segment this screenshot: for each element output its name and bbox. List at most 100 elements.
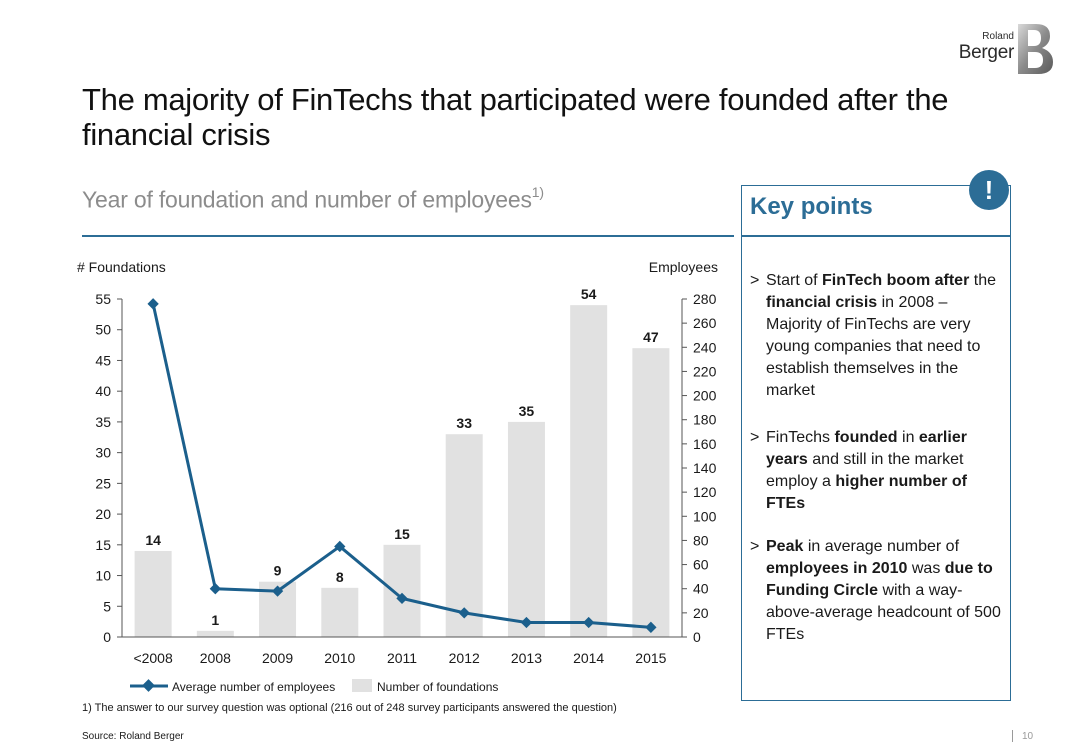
bar-value-label: 33 [456,415,472,431]
legend-employees-label: Average number of employees [172,680,335,694]
bar-value-label: 8 [336,569,344,585]
right-axis-tick-label: 160 [693,436,717,452]
x-tick-label: 2015 [635,650,666,666]
source-note: Source: Roland Berger [82,731,184,742]
left-axis: 0 5 10 15 20 25 30 35 40 45 50 55 [95,291,123,645]
right-axis-tick-label: 180 [693,412,717,428]
right-axis-tick-label: 220 [693,363,717,379]
bar [445,434,483,637]
footnote: 1) The answer to our survey question was… [82,702,617,714]
left-axis-tick-label: 5 [103,598,111,614]
right-axis-tick-label: 60 [693,557,709,573]
chart-subtitle: Year of foundation and number of employe… [82,184,544,214]
left-axis-tick-label: 25 [95,475,111,491]
x-tick-label: 2011 [387,650,417,666]
page-number-separator [1012,730,1013,742]
right-axis: 0 20 40 60 80 100 120 140 160 180 200 220 240 260 280 [681,291,717,645]
key-points-panel [741,185,1011,701]
right-axis-tick-label: 120 [693,484,717,500]
brand-line-2: Berger [958,42,1015,63]
bar [383,544,421,637]
x-tick-label: 2013 [511,650,542,666]
employees-point [645,621,657,633]
legend-bar-swatch [352,679,372,692]
key-point-text: Peak in average number of employees in 2… [766,538,1001,643]
bar [134,550,172,637]
bar [632,348,670,637]
key-point-item: > FinTechs founded in earlier years and s… [750,427,1002,515]
key-point-text: FinTechs founded in earlier years and st… [766,429,967,512]
x-axis-ticks: <2008 2008 2009 2010 2011 2012 2013 2014 2015 [133,650,666,666]
left-axis-tick-label: 15 [95,537,111,553]
subtitle-footnote-ref: 1) [531,184,544,200]
key-point-item: > Peak in average number of employees in … [750,536,1002,646]
left-axis-label: # Foundations [77,259,166,275]
right-axis-tick-label: 260 [693,315,717,331]
x-tick-label: <2008 [133,650,173,666]
left-axis-tick-label: 45 [95,352,111,368]
left-axis-tick-label: 50 [95,322,111,338]
left-axis-tick-label: 40 [95,383,111,399]
page-title: The majority of FinTechs that participat… [82,82,949,152]
bar-labels: 14 1 9 8 15 33 35 54 47 [145,286,659,628]
right-axis-tick-label: 40 [693,581,709,597]
key-point-marker: > [750,429,760,446]
left-axis-tick-label: 20 [95,506,111,522]
left-axis-tick-label: 10 [95,568,111,584]
employees-point [334,540,346,553]
left-axis-tick-label: 55 [95,291,111,307]
key-point-item: > Start of FinTech boom after the financi… [750,270,1002,402]
bar-value-label: 14 [145,532,161,548]
employees-point [271,585,284,597]
brand-line-1: Roland [982,31,1014,42]
employees-point [147,298,159,310]
x-tick-label: 2008 [200,650,231,666]
right-axis-tick-label: 140 [693,460,717,476]
bar-value-label: 1 [211,612,219,628]
bar-value-label: 9 [274,563,282,579]
brand-logo-text: Roland Berger [944,31,1015,63]
employees-point [209,583,221,595]
employees-point [396,592,408,605]
right-axis-tick-label: 280 [693,291,717,307]
employees-point [520,616,533,629]
chart: # Foundations Employees 0510152025303540… [77,259,718,694]
x-tick-label: 2012 [449,650,480,666]
bar-value-label: 35 [519,403,535,419]
exclamation-icon: ! [969,170,1009,210]
bar-series [122,305,682,638]
page-number: 10 [1022,731,1034,742]
bar [196,630,234,637]
bar-value-label: 15 [394,526,410,542]
x-tick-label: 2010 [324,650,355,666]
right-axis-tick-label: 240 [693,339,717,355]
legend-marker-swatch [142,679,155,692]
subtitle-divider [82,235,734,237]
left-axis-tick-label: 30 [95,445,111,461]
right-axis-tick-label: 80 [693,532,709,548]
chart-legend: Average number of employees Number of fo… [130,679,498,694]
line-series [147,298,657,633]
bar [507,421,545,637]
brand-b-logo-icon: B [1018,24,1053,74]
left-axis-tick-label: 0 [103,629,111,645]
key-points-divider [741,235,1011,237]
employees-point [583,616,595,629]
left-axis-tick-label: 35 [95,414,111,430]
bar-value-label: 47 [643,329,659,345]
right-axis-tick-label: 200 [693,388,717,404]
legend-foundations-label: Number of foundations [377,680,498,694]
key-points-title: Key points [750,193,873,220]
employees-point [458,607,470,619]
key-point-text: Start of FinTech boom after the financia… [766,272,996,399]
key-point-marker: > [750,272,760,289]
right-axis-tick-label: 100 [693,508,717,524]
bar-value-label: 54 [581,286,597,302]
right-axis-label: Employees [649,259,718,275]
right-axis-tick-label: 20 [693,605,709,621]
x-tick-label: 2014 [573,650,604,666]
key-point-marker: > [750,538,760,555]
bar [321,587,359,637]
right-axis-tick-label: 0 [693,629,701,645]
bar [570,305,608,637]
